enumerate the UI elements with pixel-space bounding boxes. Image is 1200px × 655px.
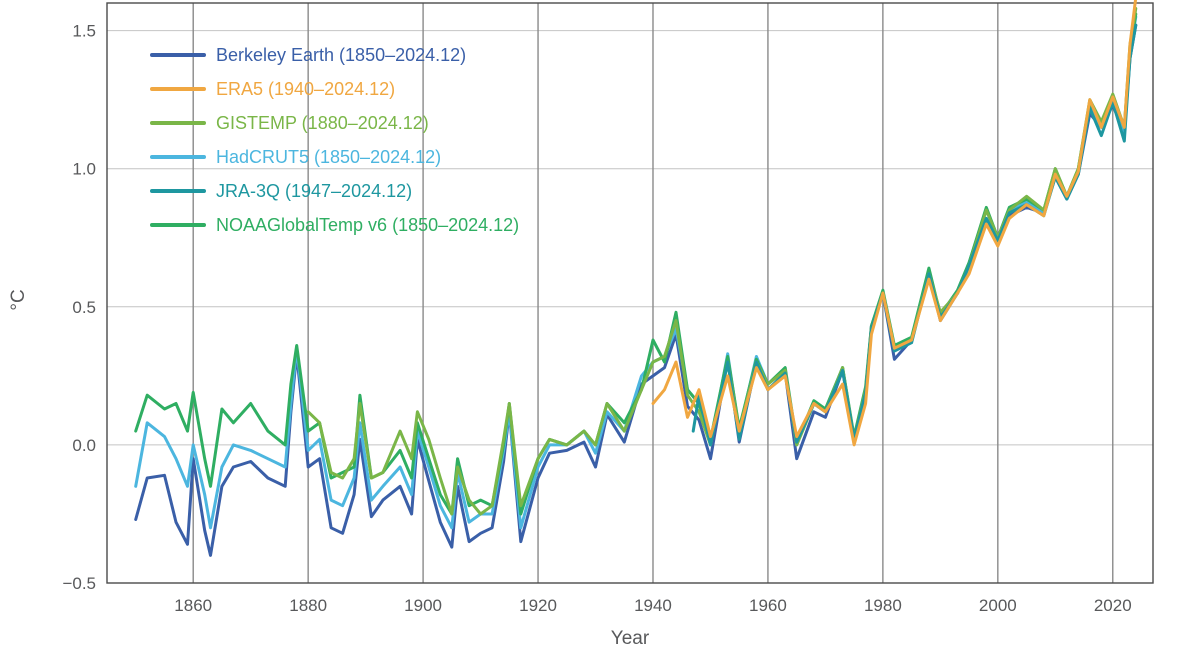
series-line-3 bbox=[306, 7, 1138, 516]
x-tick-label: 2020 bbox=[1094, 596, 1132, 615]
legend-label: GISTEMP (1880–2024.12) bbox=[216, 113, 429, 133]
legend-label: HadCRUT5 (1850–2024.12) bbox=[216, 147, 441, 167]
y-tick-label: 1.0 bbox=[72, 160, 96, 179]
series-line-2 bbox=[651, 0, 1138, 447]
y-tick-label: 0.5 bbox=[72, 298, 96, 317]
series-line-5 bbox=[691, 23, 1138, 447]
x-tick-label: 1860 bbox=[174, 596, 212, 615]
x-tick-label: 1980 bbox=[864, 596, 902, 615]
series-layer bbox=[134, 0, 1138, 557]
x-tick-label: 1880 bbox=[289, 596, 327, 615]
x-tick-label: 1960 bbox=[749, 596, 787, 615]
legend-label: NOAAGlobalTemp v6 (1850–2024.12) bbox=[216, 215, 519, 235]
x-tick-label: 1900 bbox=[404, 596, 442, 615]
plot-frame bbox=[106, 2, 1154, 584]
x-axis-ticks: 1860 1880 1900 1920 1940 1960 1980 2000 2020 bbox=[174, 596, 1131, 615]
legend-label: Berkeley Earth (1850–2024.12) bbox=[216, 45, 466, 65]
y-axis-title: °C bbox=[8, 289, 29, 310]
x-tick-label: 1940 bbox=[634, 596, 672, 615]
x-axis-title: Year bbox=[611, 628, 650, 649]
legend: Berkeley Earth (1850–2024.12) ERA5 (1940–… bbox=[150, 45, 519, 235]
series-line-1 bbox=[134, 23, 1138, 557]
legend-label: ERA5 (1940–2024.12) bbox=[216, 79, 395, 99]
y-tick-label: 1.5 bbox=[72, 22, 96, 41]
y-tick-label: 0.0 bbox=[72, 436, 96, 455]
grid bbox=[107, 3, 1153, 584]
legend-label: JRA-3Q (1947–2024.12) bbox=[216, 181, 412, 201]
x-tick-label: 1920 bbox=[519, 596, 557, 615]
y-tick-label: −0.5 bbox=[62, 574, 96, 593]
y-axis-ticks: −0.5 0.0 0.5 1.0 1.5 bbox=[62, 22, 96, 593]
x-tick-label: 2000 bbox=[979, 596, 1017, 615]
